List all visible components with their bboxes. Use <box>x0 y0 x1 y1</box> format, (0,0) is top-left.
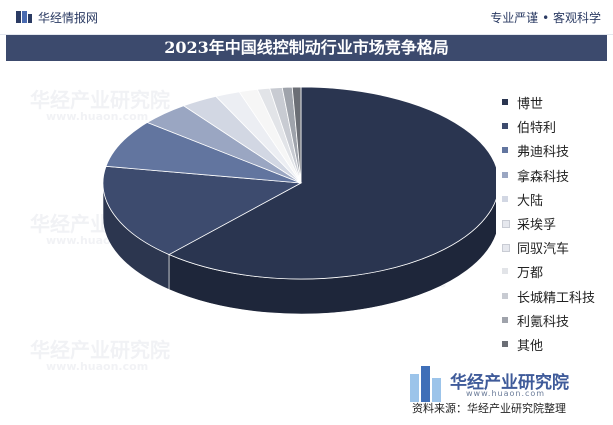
header-bar: 华经情报网 专业严谨 • 客观科学 <box>0 0 613 35</box>
legend-label: 伯特利 <box>517 121 557 137</box>
legend-label: 弗迪科技 <box>517 145 570 161</box>
legend-swatch <box>502 123 508 130</box>
legend-label: 大陆 <box>517 193 544 209</box>
legend-swatch <box>502 219 510 228</box>
legend-swatch <box>502 244 510 253</box>
legend-label: 拿森科技 <box>517 169 570 185</box>
watermark-text: 华经产业研究院 <box>30 88 170 112</box>
header-slogan: 专业严谨 • 客观科学 <box>490 11 601 25</box>
legend-label: 同驭汽车 <box>517 242 570 258</box>
pie-slice: 博世 <box>168 86 496 280</box>
legend-label: 长城精工科技 <box>517 290 596 306</box>
legend-label: 万都 <box>517 266 544 282</box>
footer-logo-icon <box>410 366 441 402</box>
legend-swatch <box>502 99 508 105</box>
legend-swatch <box>502 292 508 299</box>
watermark-url: www.huaon.com <box>46 110 149 123</box>
pie-slice: 伯特利 <box>102 165 303 255</box>
legend-label: 博世 <box>517 97 544 112</box>
chart-area: 华经产业研究院 www.huaon.com 华经产业研究院 www.huaon.… <box>6 62 607 423</box>
footer-brand: 华经产业研究院 <box>450 373 569 393</box>
header-brand: 华经情报网 <box>38 11 99 25</box>
source-note: 资料来源：华经产业研究院整理 <box>412 402 566 415</box>
legend-swatch <box>502 195 508 202</box>
legend-label: 利氪科技 <box>517 314 570 330</box>
legend-swatch <box>502 171 508 178</box>
footer-url: www.huaon.com <box>466 389 546 398</box>
title-bar: 2023年中国线控制动行业市场竞争格局 <box>6 35 607 61</box>
brand-logo-icon <box>16 11 32 23</box>
watermark-url: www.huaon.com <box>46 360 149 373</box>
legend-swatch <box>502 268 508 275</box>
watermark-text: 华经产业研究院 <box>30 338 170 362</box>
pie-slice: 弗迪科技 <box>105 122 302 184</box>
pie-slice: 其他 <box>291 86 302 184</box>
chart-title: 2023年中国线控制动行业市场竞争格局 <box>164 38 449 57</box>
legend-swatch <box>502 316 508 323</box>
legend-label: 其他 <box>517 338 544 354</box>
legend-label: 采埃孚 <box>517 217 557 233</box>
legend-swatch <box>502 340 508 347</box>
legend-swatch <box>502 147 508 154</box>
